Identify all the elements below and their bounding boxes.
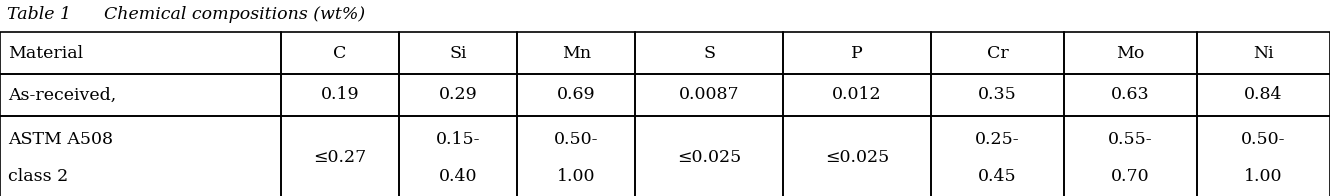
Bar bbox=[1197, 74, 1330, 116]
Text: 0.29: 0.29 bbox=[439, 86, 477, 103]
Text: Si: Si bbox=[450, 44, 467, 62]
Text: 1.00: 1.00 bbox=[557, 168, 596, 185]
Bar bbox=[1064, 74, 1197, 116]
Text: 0.50-: 0.50- bbox=[555, 131, 598, 148]
Text: ≤0.025: ≤0.025 bbox=[677, 150, 741, 166]
Text: 0.70: 0.70 bbox=[1111, 168, 1150, 185]
Bar bbox=[1064, 32, 1197, 74]
Text: P: P bbox=[851, 44, 863, 62]
Bar bbox=[399, 74, 517, 116]
Text: 0.012: 0.012 bbox=[833, 86, 882, 103]
Text: S: S bbox=[704, 44, 716, 62]
Text: ASTM A508: ASTM A508 bbox=[8, 131, 113, 148]
Text: 0.55-: 0.55- bbox=[1108, 131, 1153, 148]
Text: 0.84: 0.84 bbox=[1245, 86, 1282, 103]
Bar bbox=[636, 32, 783, 74]
Text: Mn: Mn bbox=[561, 44, 591, 62]
Text: 0.19: 0.19 bbox=[321, 86, 359, 103]
Text: Table 1      Chemical compositions (wt%): Table 1 Chemical compositions (wt%) bbox=[7, 6, 364, 23]
Text: ≤0.27: ≤0.27 bbox=[314, 150, 367, 166]
Bar bbox=[517, 74, 636, 116]
Text: Material: Material bbox=[8, 44, 82, 62]
Bar bbox=[636, 116, 783, 196]
Bar bbox=[783, 32, 931, 74]
Bar bbox=[281, 32, 399, 74]
Bar bbox=[1197, 116, 1330, 196]
Text: 1.00: 1.00 bbox=[1245, 168, 1282, 185]
Text: 0.15-: 0.15- bbox=[436, 131, 480, 148]
Text: C: C bbox=[334, 44, 347, 62]
Bar bbox=[931, 74, 1064, 116]
Bar bbox=[783, 116, 931, 196]
Text: ≤0.025: ≤0.025 bbox=[825, 150, 890, 166]
Text: Cr: Cr bbox=[987, 44, 1008, 62]
Bar bbox=[281, 116, 399, 196]
Text: 0.63: 0.63 bbox=[1111, 86, 1150, 103]
Bar bbox=[0, 32, 281, 74]
Text: 0.35: 0.35 bbox=[978, 86, 1017, 103]
Text: 0.69: 0.69 bbox=[557, 86, 596, 103]
Text: 0.45: 0.45 bbox=[978, 168, 1017, 185]
Bar bbox=[1064, 116, 1197, 196]
Text: 0.50-: 0.50- bbox=[1241, 131, 1286, 148]
Bar bbox=[517, 116, 636, 196]
Bar bbox=[931, 116, 1064, 196]
Text: 0.40: 0.40 bbox=[439, 168, 477, 185]
Bar bbox=[0, 116, 281, 196]
Text: 0.0087: 0.0087 bbox=[680, 86, 739, 103]
Text: Mo: Mo bbox=[1116, 44, 1145, 62]
Bar bbox=[399, 32, 517, 74]
Text: Ni: Ni bbox=[1253, 44, 1274, 62]
Text: class 2: class 2 bbox=[8, 168, 68, 185]
Bar bbox=[783, 74, 931, 116]
Bar bbox=[636, 74, 783, 116]
Bar bbox=[517, 32, 636, 74]
Bar bbox=[281, 74, 399, 116]
Bar bbox=[399, 116, 517, 196]
Text: As-received,: As-received, bbox=[8, 86, 116, 103]
Bar bbox=[931, 32, 1064, 74]
Text: 0.25-: 0.25- bbox=[975, 131, 1020, 148]
Bar bbox=[1197, 32, 1330, 74]
Bar bbox=[0, 74, 281, 116]
